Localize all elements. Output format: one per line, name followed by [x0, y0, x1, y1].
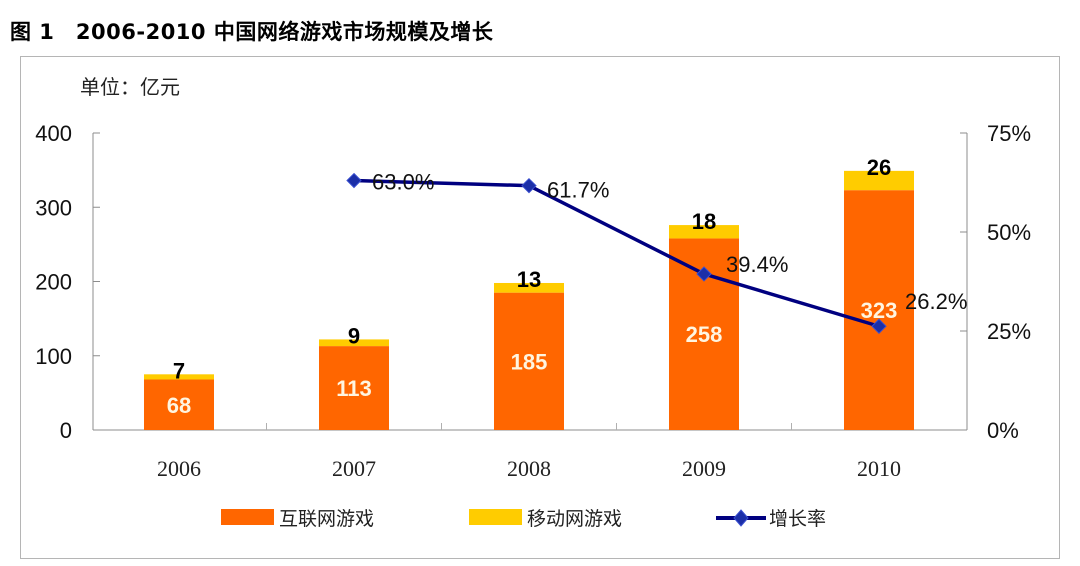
- legend-swatch-mobile-games: [469, 509, 522, 525]
- legend: 互联网游戏 移动网游戏 增长率: [221, 508, 826, 530]
- x-axis-tick-label: 2006: [157, 456, 201, 481]
- legend-label-internet-games: 互联网游戏: [279, 508, 374, 530]
- bar-value-label-mobile: 13: [517, 267, 541, 292]
- bar-internet-games: [494, 292, 564, 430]
- bar-mobile-games: [844, 170, 914, 191]
- legend-swatch-internet-games: [221, 509, 274, 525]
- bar-value-label-internet: 185: [511, 349, 548, 374]
- growth-line: [346, 172, 887, 334]
- unit-label: 单位：亿元: [80, 75, 180, 99]
- bar-mobile-games: [144, 374, 214, 380]
- bar-value-label-mobile: 26: [867, 155, 891, 180]
- x-axis-tick-label: 2007: [332, 456, 376, 481]
- left-axis-tick-label: 200: [35, 270, 72, 295]
- legend-label-mobile-games: 移动网游戏: [527, 508, 622, 530]
- growth-rate-marker: [871, 318, 887, 334]
- right-axis-tick-label: 0%: [987, 418, 1019, 443]
- growth-rate-label: 39.4%: [726, 252, 788, 277]
- growth-rate-marker: [346, 172, 362, 189]
- bar-value-label-mobile: 9: [348, 323, 360, 348]
- bar-value-label-internet: 68: [167, 393, 191, 418]
- growth-rate-label: 63.0%: [372, 170, 434, 195]
- right-axis-tick-label: 25%: [987, 319, 1031, 344]
- right-axis-tick-label: 75%: [987, 121, 1031, 146]
- x-axis-tick-label: 2010: [857, 456, 901, 481]
- bar-value-label-mobile: 18: [692, 209, 716, 234]
- left-axis-tick-label: 0: [60, 418, 72, 443]
- growth-rate-label: 26.2%: [905, 289, 967, 314]
- bar-value-label-internet: 258: [686, 322, 723, 347]
- growth-rate-marker: [696, 266, 712, 282]
- bar-internet-games: [144, 379, 214, 430]
- bar-mobile-games: [494, 282, 564, 293]
- growth-rate-label: 61.7%: [547, 178, 609, 203]
- bar-mobile-games: [669, 225, 739, 239]
- x-axis-tick-label: 2008: [507, 456, 551, 481]
- figure-title: 图 1 2006-2010 中国网络游戏市场规模及增长: [10, 20, 494, 44]
- legend-swatch-growth-marker: [733, 509, 749, 527]
- axes: 0 100 200 300 400 0% 25% 50% 75% 2006 2007 2008 2009…: [35, 121, 1031, 481]
- growth-rate-line: [353, 178, 880, 328]
- right-axis-tick-label: 50%: [987, 220, 1031, 245]
- bar-internet-games: [844, 190, 914, 430]
- x-axis-tick-label: 2009: [682, 456, 726, 481]
- bar-mobile-games: [319, 339, 389, 347]
- chart-frame: [20, 56, 1060, 559]
- bar-value-label-mobile: 7: [173, 358, 185, 383]
- bar-value-label-internet: 113: [336, 376, 372, 401]
- left-axis-tick-label: 400: [35, 121, 72, 146]
- bar-internet-games: [319, 346, 389, 430]
- data-labels: 68 7 113 9 185 13 258 18 323 26 63.0% 61.7% 39.4% 26.…: [167, 155, 968, 418]
- bar-value-label-internet: 323: [861, 298, 898, 323]
- left-axis-tick-label: 300: [35, 195, 72, 220]
- legend-label-growth-rate: 增长率: [769, 508, 826, 530]
- left-axis-tick-label: 100: [35, 344, 72, 369]
- growth-rate-marker: [521, 177, 537, 194]
